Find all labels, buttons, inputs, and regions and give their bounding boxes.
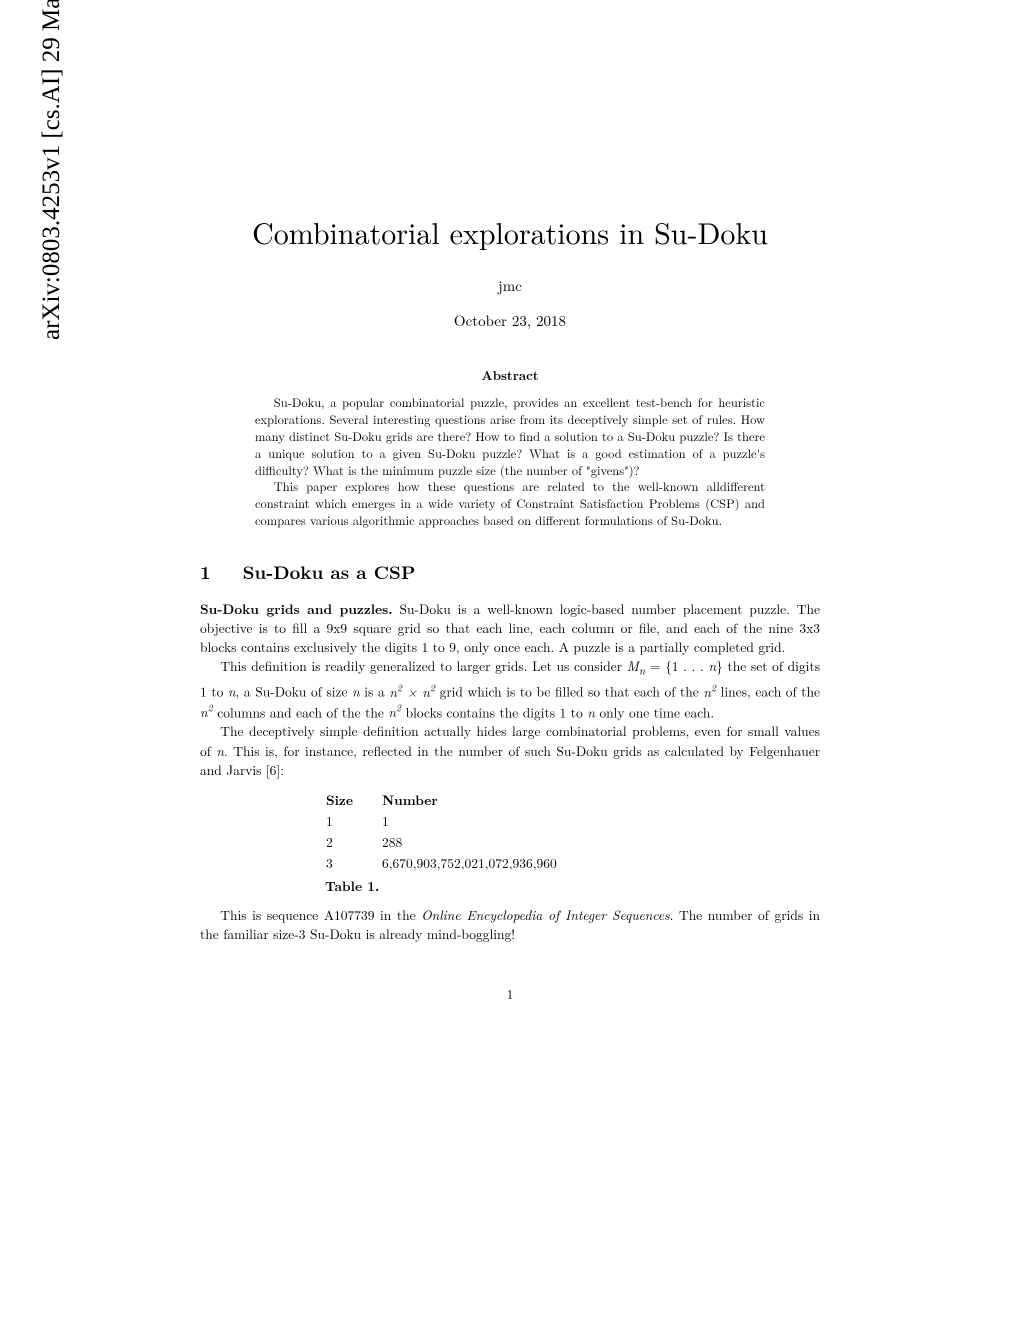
run-in-heading: Su-Doku grids and puzzles. [200,599,393,618]
math-n-3: n [587,702,595,721]
page-number: 1 [200,984,820,1003]
paper-date: October 23, 2018 [200,310,820,331]
math-n-2: n [352,682,360,701]
abstract-paragraph-1: Su-Doku, a popular combinatorial puzzle,… [255,394,765,478]
table-cell-size: 3 [325,852,381,873]
abstract-heading: Abstract [200,365,820,384]
p2-g: columns and each of the the [213,702,389,721]
math-n2-c: n2 [388,702,401,721]
paper-author: jmc [200,275,820,296]
math-n2xn2: n2 × n2 [389,682,435,701]
table-cell-number: 6,670,903,752,021,072,936,960 [381,852,585,873]
table-row: 3 6,670,903,752,021,072,936,960 [325,852,585,873]
paragraph-4: This is sequence A107739 in the Online E… [200,905,820,943]
page-content: Combinatorial explorations in Su-Doku jm… [200,210,820,943]
body-text: Su-Doku grids and puzzles. Su-Doku is a … [200,599,820,943]
table-row: 2 288 [325,831,585,852]
p4-a: This is sequence A107739 in the [220,905,421,924]
table-header-row: Size Number [325,789,585,810]
table-1: Size Number 1 1 2 288 3 6,670,903,752,02… [325,789,695,895]
p2-a: This definition is readily generalized t… [220,656,627,675]
math-set: {1 . . . n} [665,656,723,675]
table-cell-size: 1 [325,810,381,831]
table-caption: Table 1. [325,874,695,895]
table-row: 1 1 [325,810,585,831]
p3-b: . This is, for instance, reflected in th… [200,741,820,779]
math-Mn: Mn [627,656,645,675]
paragraph-1: Su-Doku grids and puzzles. Su-Doku is a … [200,599,820,656]
section-title: Su-Doku as a CSP [243,559,416,585]
abstract-body: Su-Doku, a popular combinatorial puzzle,… [255,394,765,529]
oeis-title: Online Encyclopedia of Integer Sequences [421,905,669,924]
math-n2-a: n2 [703,682,716,701]
paragraph-2: This definition is readily generalized t… [200,656,820,721]
paragraph-3: The deceptively simple definition actual… [200,721,820,778]
abstract-paragraph-2: This paper explores how these questions … [255,478,765,529]
p2-h: blocks contains the digits 1 to [401,702,587,721]
math-n2-b: n2 [200,702,213,721]
p2-d: is a [360,682,390,701]
section-heading-1: 1 Su-Doku as a CSP [200,559,820,585]
table-cell-size: 2 [325,831,381,852]
table-cell-number: 288 [381,831,585,852]
p2-f: lines, each of the [716,682,820,701]
table-cell-number: 1 [381,810,585,831]
table-col-number: Number [381,789,585,810]
paper-title: Combinatorial explorations in Su-Doku [200,210,820,253]
table-col-size: Size [325,789,381,810]
math-n-4: n [216,741,224,760]
p2-c: , a Su-Doku of size [236,682,353,701]
arxiv-identifier: arXiv:0803.4253v1 [cs.AI] 29 Mar 2008 [38,0,66,340]
section-number: 1 [200,559,211,585]
p2-i: only one time each. [595,702,714,721]
p2-e: grid which is to be filled so that each … [435,682,703,701]
math-n: n [228,682,236,701]
